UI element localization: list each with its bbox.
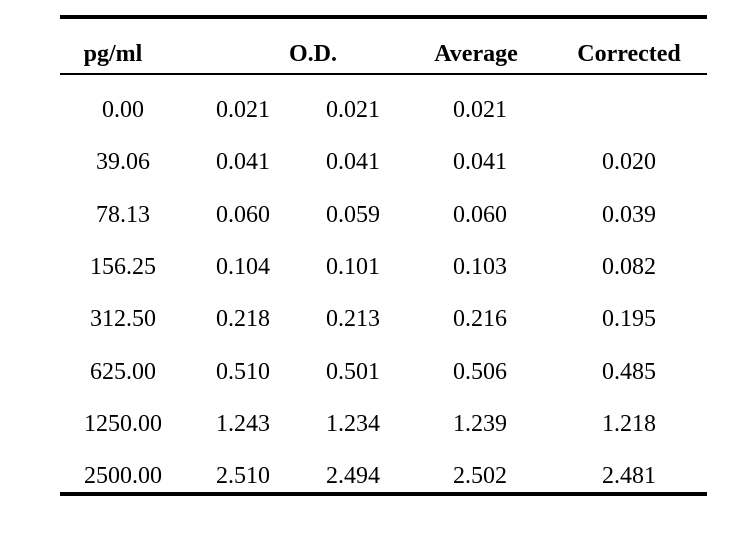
od-reading-1-cell: 0.021 bbox=[216, 97, 270, 123]
od-reading-2-cell: 2.494 bbox=[326, 463, 380, 489]
concentration-cell: 39.06 bbox=[96, 149, 150, 175]
corrected-cell: 0.195 bbox=[602, 306, 656, 332]
concentration-cell: 0.00 bbox=[102, 97, 144, 123]
concentration-cell: 312.50 bbox=[90, 306, 156, 332]
od-reading-2-cell: 0.041 bbox=[326, 149, 380, 175]
od-reading-1-cell: 1.243 bbox=[216, 411, 270, 437]
header-average: Average bbox=[434, 41, 518, 67]
average-cell: 0.506 bbox=[453, 359, 507, 385]
concentration-cell: 2500.00 bbox=[84, 463, 162, 489]
od-reading-1-cell: 0.104 bbox=[216, 254, 270, 280]
od-reading-1-cell: 0.218 bbox=[216, 306, 270, 332]
od-reading-2-cell: 0.101 bbox=[326, 254, 380, 280]
corrected-cell: 0.082 bbox=[602, 254, 656, 280]
average-cell: 0.060 bbox=[453, 202, 507, 228]
od-reading-2-cell: 0.213 bbox=[326, 306, 380, 332]
header-corrected: Corrected bbox=[577, 41, 681, 67]
average-cell: 2.502 bbox=[453, 463, 507, 489]
corrected-cell: 0.039 bbox=[602, 202, 656, 228]
corrected-cell: 0.020 bbox=[602, 149, 656, 175]
corrected-cell: 2.481 bbox=[602, 463, 656, 489]
od-reading-2-cell: 0.021 bbox=[326, 97, 380, 123]
header-pg-ml: pg/ml bbox=[83, 41, 143, 67]
od-reading-1-cell: 0.060 bbox=[216, 202, 270, 228]
header-od: O.D. bbox=[289, 41, 337, 67]
od-reading-2-cell: 0.059 bbox=[326, 202, 380, 228]
corrected-cell: 0.485 bbox=[602, 359, 656, 385]
od-reading-2-cell: 1.234 bbox=[326, 411, 380, 437]
od-reading-2-cell: 0.501 bbox=[326, 359, 380, 385]
corrected-cell: 1.218 bbox=[602, 411, 656, 437]
concentration-cell: 625.00 bbox=[90, 359, 156, 385]
average-cell: 0.216 bbox=[453, 306, 507, 332]
concentration-cell: 1250.00 bbox=[84, 411, 162, 437]
average-cell: 0.041 bbox=[453, 149, 507, 175]
od-reading-1-cell: 0.510 bbox=[216, 359, 270, 385]
od-reading-1-cell: 0.041 bbox=[216, 149, 270, 175]
od-reading-1-cell: 2.510 bbox=[216, 463, 270, 489]
average-cell: 0.103 bbox=[453, 254, 507, 280]
concentration-cell: 156.25 bbox=[90, 254, 156, 280]
average-cell: 0.021 bbox=[453, 97, 507, 123]
table-header-rule bbox=[60, 73, 707, 75]
table-bottom-rule bbox=[60, 492, 707, 496]
table-top-rule bbox=[60, 15, 707, 19]
average-cell: 1.239 bbox=[453, 411, 507, 437]
concentration-cell: 78.13 bbox=[96, 202, 150, 228]
